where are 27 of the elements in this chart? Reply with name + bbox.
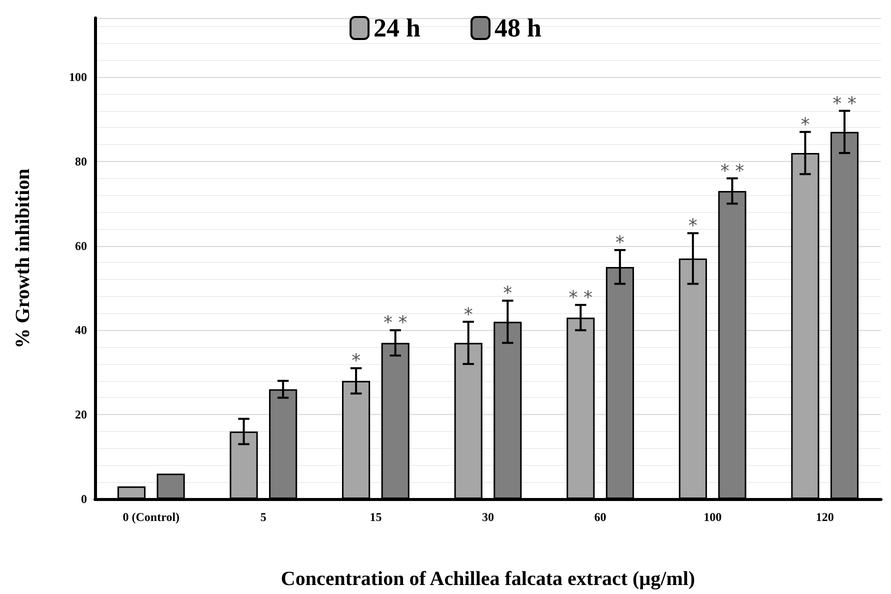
data-label: * * [568,287,593,308]
data-label: * [800,114,810,136]
data-label: * [688,216,698,237]
legend-label: 48 h [494,14,542,42]
y-tick-label: 60 [75,238,87,253]
x-tick-label: 100 [704,510,722,524]
x-tick-label: 0 (Control) [122,510,180,524]
data-label: * * [832,93,856,114]
y-tick-label: 20 [75,408,87,422]
data-label: * [615,232,624,254]
y-tick-label: 100 [69,70,87,84]
y-tick-label: 80 [75,154,87,168]
x-tick-label: 5 [260,510,266,524]
y-tick-label: 40 [75,323,87,338]
legend-label: 24 h [374,14,422,42]
data-label: * [464,304,473,326]
x-tick-label: 30 [482,510,494,524]
x-tick-label: 15 [370,510,382,524]
y-tick-label: 0 [81,492,87,506]
x-tick-label: 120 [816,510,834,524]
y-axis-title: % Growth inhibition [12,168,34,348]
x-tick-label: 60 [594,510,606,524]
data-label: * * [383,312,408,334]
x-axis-title: Concentration of Achillea falcata extract (µg/ml) [280,568,696,590]
data-label: * [352,350,361,372]
data-label: * * [720,160,744,182]
data-label: * [503,283,512,304]
